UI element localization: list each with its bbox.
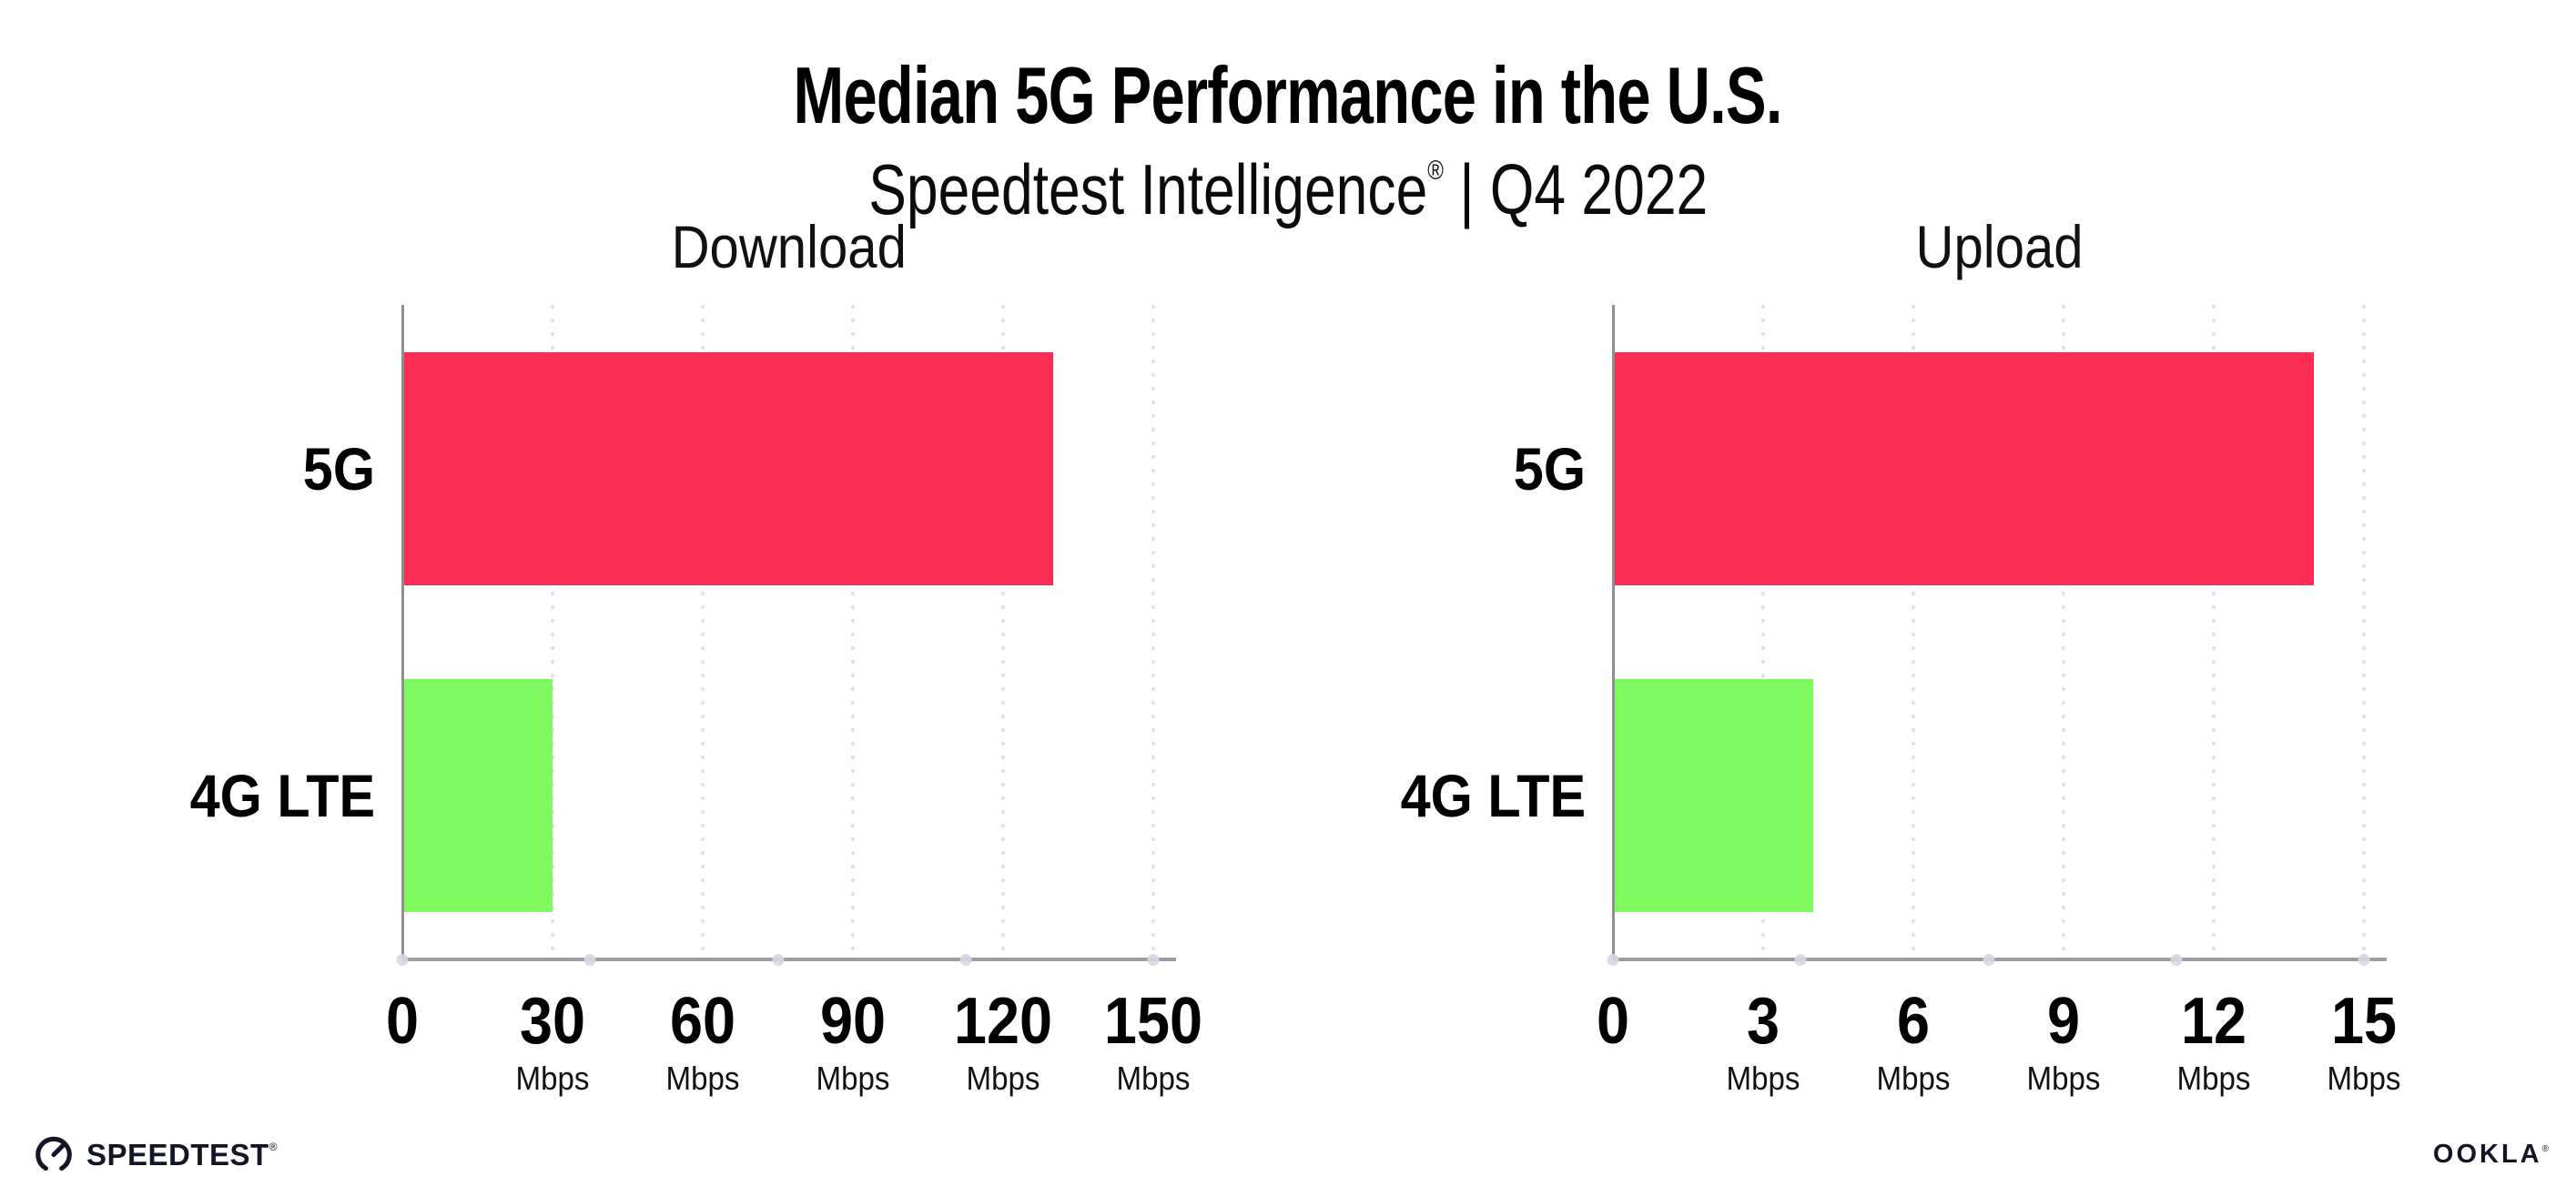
speedtest-registered-mark: ® bbox=[269, 1140, 279, 1153]
x-tick-value: 30 bbox=[519, 985, 586, 1058]
x-tick-value: 0 bbox=[1596, 985, 1630, 1058]
speedtest-logo: SPEEDTEST® bbox=[33, 1132, 278, 1176]
ookla-registered-mark: ® bbox=[2541, 1144, 2549, 1154]
x-tick-15: 15 Mbps bbox=[2324, 989, 2404, 1095]
gridline-30 bbox=[551, 305, 554, 959]
category-label-4g-lte: 4G LTE bbox=[1400, 762, 1586, 830]
x-axis-tick-dot bbox=[396, 954, 409, 966]
x-axis-tick-dot bbox=[583, 954, 596, 966]
category-label-5g: 5G bbox=[1513, 434, 1586, 502]
x-axis-line bbox=[1613, 958, 2387, 961]
download-chart-title: Download bbox=[671, 213, 908, 280]
x-tick-90: 90 Mbps bbox=[813, 989, 893, 1095]
gridline-120 bbox=[1001, 305, 1005, 959]
x-tick-6: 6 Mbps bbox=[1873, 989, 1953, 1095]
x-axis-tick-dot bbox=[2358, 954, 2370, 966]
x-tick-unit: Mbps bbox=[966, 1060, 1040, 1097]
y-axis-spine bbox=[1612, 305, 1615, 959]
upload-chart-plot: 5G 4G LTE 0 3 Mbps 6 Mbps 9 Mbps 12 Mbps 15 Mbps bbox=[1400, 305, 2400, 1095]
x-tick-unit: Mbps bbox=[665, 1060, 740, 1097]
x-axis-line bbox=[402, 958, 1176, 961]
category-label-4g-lte: 4G LTE bbox=[189, 762, 375, 830]
ookla-wordmark: OOKLA bbox=[2432, 1140, 2542, 1169]
x-axis-tick-dot bbox=[1607, 954, 1619, 966]
x-axis-tick-dot bbox=[1794, 954, 1807, 966]
x-tick-12: 12 Mbps bbox=[2174, 989, 2254, 1095]
x-axis-tick-dot bbox=[1147, 954, 1160, 966]
x-tick-value: 9 bbox=[2046, 985, 2081, 1058]
gridline-15 bbox=[2362, 305, 2366, 959]
x-tick-value: 12 bbox=[2180, 985, 2247, 1058]
gridline-3 bbox=[1761, 305, 1765, 959]
x-tick-unit: Mbps bbox=[1876, 1060, 1951, 1097]
page-subtitle: Speedtest Intelligence® | Q4 2022 bbox=[0, 154, 2576, 225]
x-tick-unit: Mbps bbox=[1726, 1060, 1800, 1097]
x-tick-value: 90 bbox=[819, 985, 887, 1058]
x-tick-value: 3 bbox=[1746, 985, 1780, 1058]
x-axis-tick-dot bbox=[772, 954, 784, 966]
x-tick-value: 15 bbox=[2330, 985, 2398, 1058]
x-tick-value: 6 bbox=[1896, 985, 1931, 1058]
x-tick-unit: Mbps bbox=[515, 1060, 590, 1097]
bar-5g bbox=[1613, 351, 2314, 585]
gridline-150 bbox=[1151, 305, 1155, 959]
x-tick-0: 0 bbox=[384, 989, 421, 1054]
x-tick-0: 0 bbox=[1595, 989, 1631, 1054]
gridline-90 bbox=[851, 305, 855, 959]
x-tick-unit: Mbps bbox=[1116, 1060, 1191, 1097]
x-tick-3: 3 Mbps bbox=[1723, 989, 1803, 1095]
x-tick-unit: Mbps bbox=[2026, 1060, 2101, 1097]
x-tick-unit: Mbps bbox=[816, 1060, 890, 1097]
upload-chart-title: Upload bbox=[1915, 213, 2084, 280]
gridline-6 bbox=[1912, 305, 1915, 959]
page-title: Median 5G Performance in the U.S. bbox=[0, 49, 2576, 140]
x-tick-value: 120 bbox=[953, 985, 1053, 1058]
subtitle-brand: Speedtest Intelligence bbox=[867, 148, 1428, 229]
subtitle-period: | Q4 2022 bbox=[1443, 148, 1708, 229]
gridline-12 bbox=[2212, 305, 2216, 959]
x-tick-9: 9 Mbps bbox=[2023, 989, 2104, 1095]
download-chart-plot: 5G 4G LTE 0 30 Mbps 60 Mbps 90 Mbps 120 Mbps 150 Mbp… bbox=[189, 305, 1202, 1095]
x-axis-tick-dot bbox=[1983, 954, 1994, 966]
y-axis-spine bbox=[401, 305, 404, 959]
x-tick-unit: Mbps bbox=[2176, 1060, 2251, 1097]
bar-4g-lte bbox=[1613, 679, 1813, 913]
speedtest-gauge-icon bbox=[33, 1133, 75, 1175]
x-axis-tick-dot bbox=[959, 954, 972, 966]
speedtest-wordmark: SPEEDTEST® bbox=[86, 1137, 279, 1172]
x-axis-tick-dot bbox=[2170, 954, 2183, 966]
gridline-9 bbox=[2062, 305, 2065, 959]
ookla-logo: OOKLA® bbox=[2433, 1141, 2549, 1168]
x-tick-unit: Mbps bbox=[2327, 1060, 2401, 1097]
x-tick-value: 60 bbox=[669, 985, 736, 1058]
category-label-5g: 5G bbox=[302, 434, 375, 502]
bar-4g-lte bbox=[402, 679, 553, 913]
x-tick-value: 150 bbox=[1103, 985, 1203, 1058]
gridline-60 bbox=[701, 305, 705, 959]
x-tick-value: 0 bbox=[385, 985, 420, 1058]
bar-5g bbox=[402, 351, 1053, 585]
x-tick-60: 60 Mbps bbox=[663, 989, 743, 1095]
x-tick-120: 120 Mbps bbox=[948, 989, 1058, 1095]
page-title-text: Median 5G Performance in the U.S. bbox=[793, 49, 1783, 140]
registered-mark: ® bbox=[1427, 155, 1444, 186]
x-tick-150: 150 Mbps bbox=[1099, 989, 1208, 1095]
x-tick-30: 30 Mbps bbox=[512, 989, 593, 1095]
